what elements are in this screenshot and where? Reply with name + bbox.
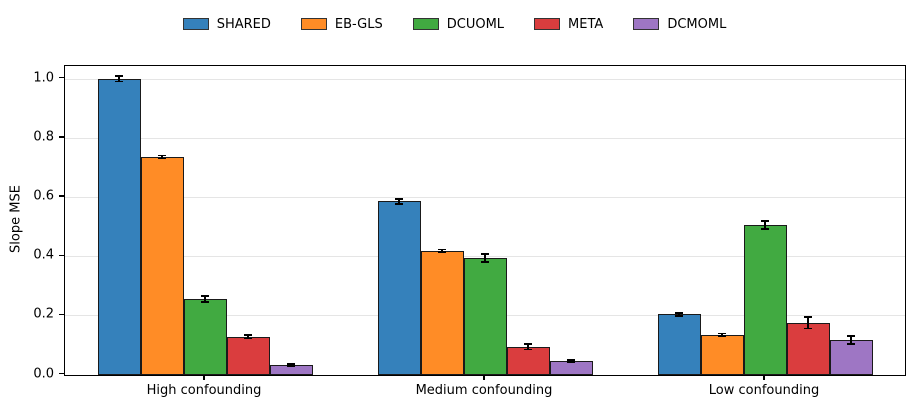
bar-shared-group1 (97, 78, 141, 375)
ytick-label: 0.4 (33, 247, 54, 263)
error-bar (527, 344, 529, 350)
legend-swatch-icon (633, 18, 660, 30)
error-bar (721, 333, 723, 337)
error-bar (850, 335, 852, 345)
bar-meta-group3 (786, 322, 830, 375)
error-bar-cap (395, 198, 403, 200)
error-bar-cap (481, 261, 489, 263)
ytick-mark (59, 254, 64, 256)
error-bar-cap (201, 295, 209, 297)
legend-label: SHARED (216, 16, 271, 32)
ytick-mark (59, 77, 64, 79)
ytick-mark (59, 313, 64, 315)
error-bar-cap (244, 337, 252, 340)
error-bar-cap (287, 365, 295, 367)
error-bar-cap (567, 358, 575, 361)
xtick-mark (763, 375, 765, 380)
error-bar-cap (438, 251, 446, 253)
error-bar-cap (158, 157, 166, 160)
legend-item-shared: SHARED (182, 16, 271, 32)
error-bar-cap (524, 343, 532, 345)
legend-label: EB-GLS (334, 16, 383, 32)
error-bar (484, 254, 486, 262)
error-bar-cap (395, 203, 403, 205)
error-bar (807, 316, 809, 329)
legend-swatch-icon (300, 18, 327, 30)
legend-item-meta: META (534, 18, 603, 31)
gridline (65, 78, 905, 80)
error-bar (441, 249, 443, 253)
error-bar-cap (287, 363, 295, 365)
error-bar (247, 334, 249, 339)
legend-label: META (568, 16, 604, 32)
ytick-label: 0.8 (33, 129, 54, 145)
error-bar-cap (718, 335, 726, 337)
legend-swatch-icon (412, 18, 439, 30)
xtick-mark (483, 375, 485, 380)
legend-swatch-icon (534, 18, 561, 30)
error-bar (398, 199, 400, 204)
error-bar (161, 155, 163, 159)
error-bar (290, 364, 292, 366)
error-bar-cap (481, 253, 489, 255)
error-bar (678, 312, 680, 316)
error-bar (764, 221, 766, 229)
ytick-label: 0.6 (33, 188, 54, 204)
error-bar (570, 359, 572, 363)
xtick-label: Low confounding (708, 383, 820, 398)
error-bar-cap (804, 327, 812, 330)
error-bar-cap (761, 220, 769, 223)
error-bar-cap (158, 154, 166, 157)
xtick-mark (203, 375, 205, 380)
ytick-label: 0.0 (33, 366, 54, 381)
legend-item-dcmoml: DCMOML (633, 18, 726, 31)
ytick-mark (59, 372, 64, 375)
legend-label: DCUOML (446, 16, 505, 32)
bar-dcuoml-group3 (743, 225, 787, 375)
bar-eb-gls-group3 (700, 334, 744, 375)
bar-meta-group2 (506, 346, 550, 375)
bar-dcuoml-group2 (463, 257, 507, 375)
plot-area (64, 65, 906, 376)
legend-item-dcuoml: DCUOML (412, 16, 505, 32)
bar-eb-gls-group2 (420, 250, 464, 375)
ytick-mark (59, 195, 64, 197)
bar-shared-group3 (657, 314, 701, 375)
gridline (65, 137, 905, 139)
xtick-label: Medium confounding (415, 383, 553, 398)
error-bar (118, 75, 120, 82)
bar-meta-group1 (226, 336, 270, 375)
legend-swatch-icon (182, 18, 209, 30)
error-bar-cap (718, 332, 726, 335)
error-bar-cap (244, 334, 252, 336)
error-bar-cap (804, 316, 812, 318)
error-bar-cap (115, 74, 123, 77)
error-bar-cap (201, 301, 209, 303)
bar-dcmoml-group2 (549, 360, 593, 375)
error-bar-cap (115, 80, 123, 83)
error-bar-cap (847, 334, 855, 337)
error-bar-cap (524, 348, 532, 351)
legend-item-eb-gls: EB-GLS (300, 16, 383, 32)
error-bar-cap (761, 228, 769, 230)
error-bar-cap (847, 343, 855, 345)
error-bar-cap (675, 315, 683, 317)
bar-dcmoml-group3 (829, 339, 873, 375)
error-bar-cap (675, 312, 683, 314)
bar-dcuoml-group1 (183, 299, 227, 375)
ytick-label: 0.2 (33, 306, 54, 322)
gridline (65, 197, 905, 199)
ytick-label: 1.0 (33, 70, 54, 86)
error-bar-cap (438, 248, 446, 251)
ytick-mark (59, 136, 64, 138)
legend-label: DCMOML (667, 16, 727, 32)
error-bar (204, 296, 206, 303)
bar-shared-group2 (377, 201, 421, 375)
xtick-label: High confounding (146, 383, 262, 398)
bar-eb-gls-group1 (140, 157, 184, 375)
error-bar-cap (567, 361, 575, 363)
legend: SHARED EB-GLS DCUOML META DCMOML (0, 12, 909, 36)
